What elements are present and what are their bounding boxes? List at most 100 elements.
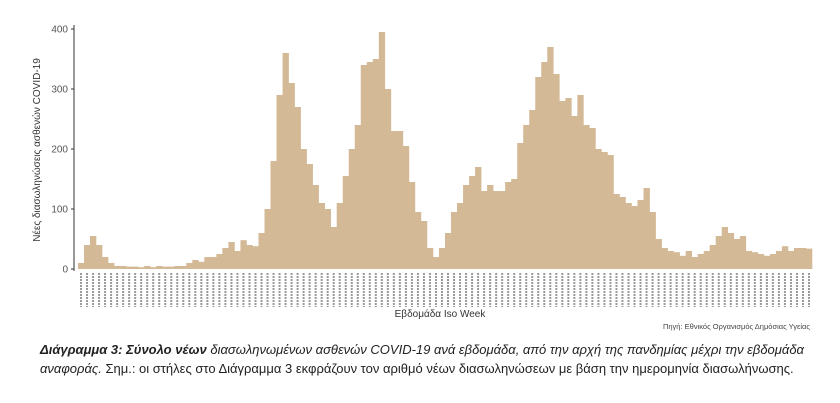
bar	[619, 197, 626, 269]
bar	[781, 246, 789, 269]
bar	[162, 266, 169, 269]
bar	[312, 185, 319, 269]
bar	[649, 212, 656, 269]
bar	[396, 131, 404, 269]
bar	[601, 152, 608, 269]
y-tick-label: 100	[51, 205, 68, 216]
covid-intubations-bar-chart: 0 100 200 300 400 Εβδομάδα Iso Week Νέες δια…	[31, 25, 813, 320]
bar	[108, 263, 115, 269]
bar	[378, 32, 386, 269]
bar	[168, 266, 175, 269]
bar	[186, 263, 193, 269]
bar	[571, 116, 578, 269]
bar	[156, 266, 163, 269]
bar	[721, 227, 729, 269]
bar	[523, 125, 530, 269]
bar	[414, 212, 422, 269]
bar	[222, 248, 229, 269]
bar	[240, 240, 247, 269]
bar	[715, 236, 723, 269]
bar	[114, 266, 121, 269]
caption-label: Διάγραμμα 3: Σύνολο νέων	[40, 342, 207, 357]
bar	[733, 239, 741, 269]
bar	[174, 266, 181, 269]
bar	[673, 252, 680, 269]
bar	[264, 209, 271, 269]
bar	[475, 167, 482, 269]
bar	[354, 125, 362, 269]
bar	[408, 182, 416, 269]
bar	[330, 227, 338, 269]
bar	[360, 65, 368, 269]
bar	[318, 203, 325, 269]
y-tick-label: 400	[51, 25, 68, 36]
bar	[294, 107, 301, 269]
bar	[535, 77, 542, 269]
bar	[643, 188, 650, 269]
bar	[775, 251, 783, 269]
source-note: Πηγή: Εθνικός Οργανισμός Δημόσιας Υγείας	[662, 322, 810, 331]
bar	[727, 233, 735, 269]
x-axis-tick-labels	[80, 273, 810, 307]
bar	[390, 131, 398, 269]
bar	[787, 251, 795, 269]
bar	[84, 245, 91, 269]
caption-note: Σημ.: οι στήλες στο Διάγραμμα 3 εκφράζου…	[101, 361, 794, 376]
bar	[589, 128, 596, 269]
bar	[661, 248, 668, 269]
bar	[613, 194, 620, 269]
bar	[270, 161, 277, 269]
bar	[709, 245, 717, 269]
bar	[288, 83, 295, 269]
bar	[769, 254, 777, 269]
bar	[120, 266, 127, 269]
bar	[511, 179, 518, 269]
bar	[457, 203, 464, 269]
bar	[577, 95, 584, 269]
bar	[324, 209, 331, 269]
bar	[150, 267, 157, 269]
bar	[751, 252, 759, 269]
bar	[505, 182, 512, 269]
bar	[655, 239, 662, 269]
bar	[204, 257, 211, 269]
bar	[493, 191, 500, 269]
bar	[282, 53, 289, 269]
bar	[757, 254, 765, 269]
bar	[180, 266, 187, 269]
bar	[348, 149, 356, 269]
bar	[469, 176, 476, 269]
bar	[637, 200, 644, 269]
bar	[805, 248, 813, 269]
bar	[102, 257, 109, 269]
bar	[481, 191, 488, 269]
bar	[432, 257, 440, 269]
bar	[336, 203, 344, 269]
bar	[126, 266, 133, 269]
bar	[667, 251, 674, 269]
bar	[739, 236, 747, 269]
bar	[96, 245, 103, 269]
bar	[631, 206, 638, 269]
y-tick-label: 300	[51, 85, 68, 96]
bar	[192, 260, 199, 269]
bar	[499, 191, 506, 269]
bar	[402, 146, 410, 269]
bar	[198, 261, 205, 269]
bar	[234, 251, 241, 269]
bar	[691, 257, 698, 269]
bar	[366, 62, 374, 269]
bar	[703, 251, 711, 269]
bar	[438, 248, 446, 269]
bar	[90, 236, 97, 269]
bar	[799, 248, 807, 269]
bar	[745, 251, 753, 269]
bar	[517, 143, 524, 269]
x-axis-title: Εβδομάδα Iso Week	[395, 308, 487, 320]
bar	[763, 255, 771, 269]
bar	[252, 246, 259, 269]
bar	[78, 263, 85, 269]
bar	[679, 255, 686, 269]
bar	[487, 185, 494, 269]
figure-caption: Διάγραμμα 3: Σύνολο νέων διασωληνωμένων …	[40, 340, 820, 378]
